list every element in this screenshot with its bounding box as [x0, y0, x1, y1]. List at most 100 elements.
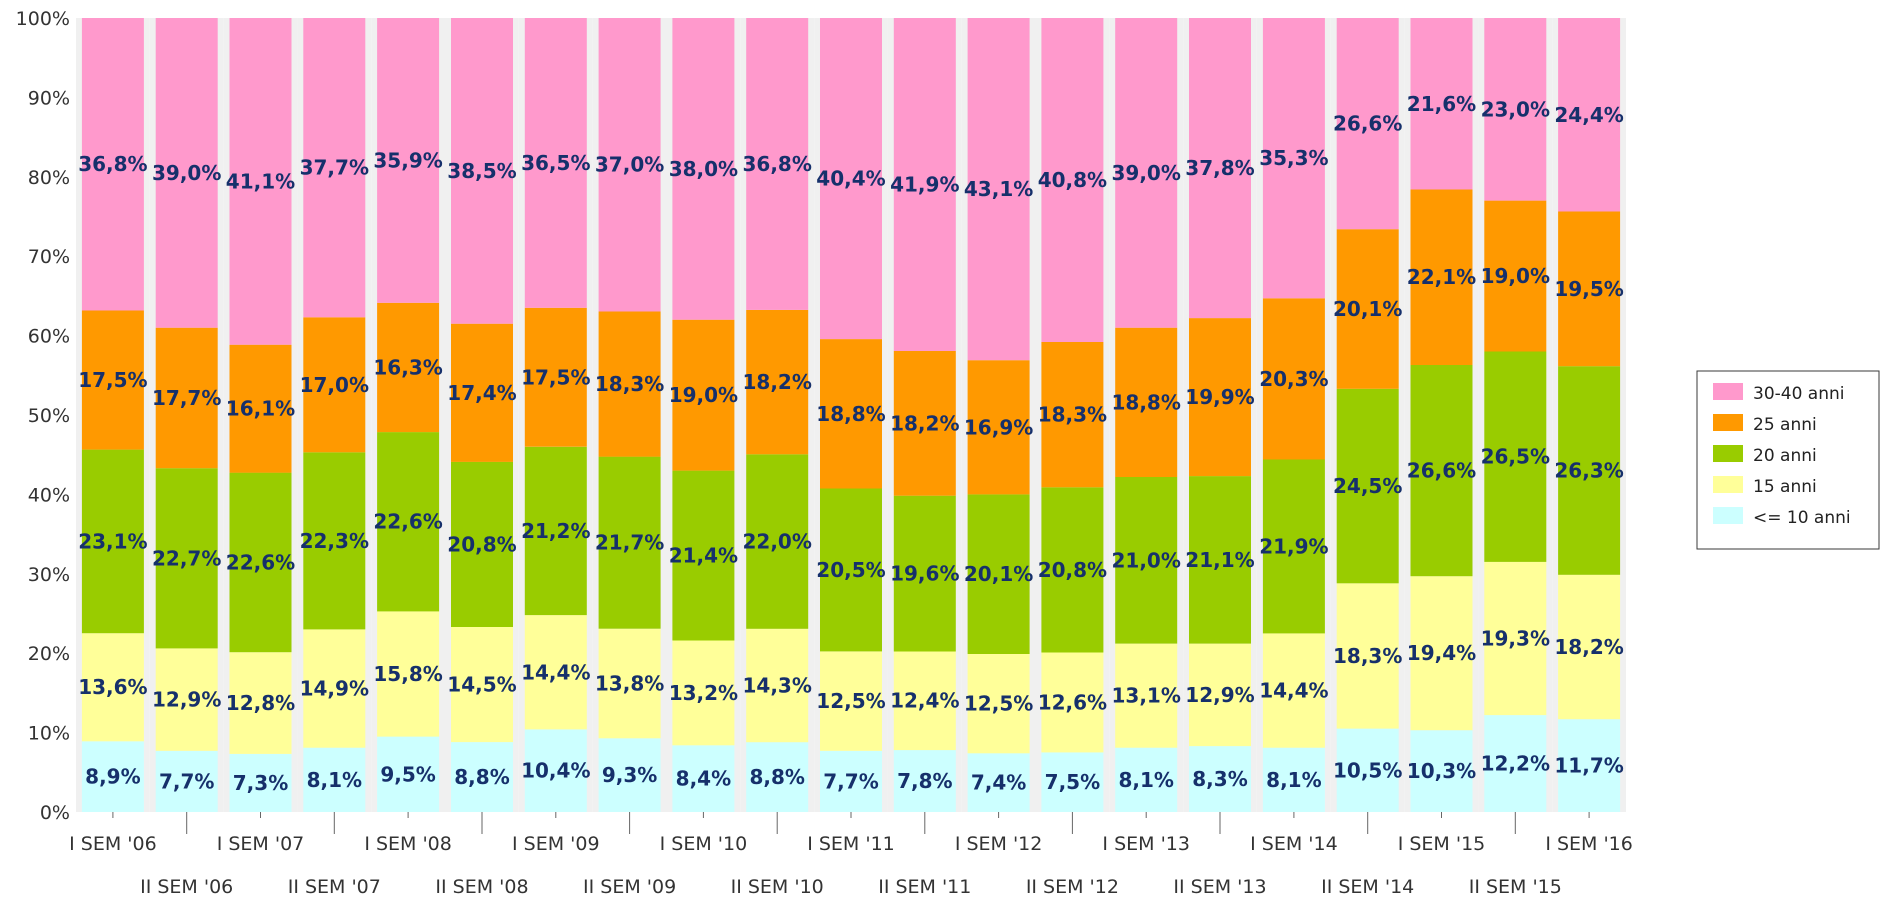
- bar-segment: [303, 747, 366, 812]
- bar-segment: [820, 339, 882, 489]
- data-label: 19,3%: [1481, 627, 1550, 651]
- data-label: 21,1%: [1185, 548, 1254, 572]
- data-label: 20,3%: [1259, 367, 1328, 391]
- bar-segment: [967, 654, 1030, 754]
- bar-segment: [81, 741, 144, 812]
- data-label: 17,7%: [152, 386, 221, 410]
- bar-segment: [1410, 730, 1473, 812]
- data-label: 26,6%: [1333, 112, 1402, 136]
- bar-segment: [451, 742, 513, 812]
- data-label: 16,9%: [964, 415, 1033, 439]
- bar-segment: [1484, 715, 1547, 812]
- x-tick-label: II SEM '07: [288, 876, 381, 898]
- legend-swatch: [1713, 383, 1743, 400]
- bar-segment: [672, 319, 735, 471]
- data-label: 17,5%: [521, 365, 590, 389]
- bar-segment: [81, 310, 144, 450]
- data-label: 20,1%: [1333, 297, 1402, 321]
- bar-segment: [820, 18, 882, 340]
- bar-segment: [746, 628, 809, 743]
- data-label: 7,5%: [1045, 770, 1100, 794]
- bar-segment: [1336, 229, 1399, 389]
- bar-segment: [1558, 211, 1621, 367]
- y-axis: 0% 10% 20% 30% 40% 50% 60% 70% 80% 90% 100%: [16, 8, 70, 824]
- data-label: 17,5%: [78, 368, 147, 392]
- bar-segment: [377, 18, 440, 303]
- bar-segment: [81, 18, 144, 311]
- data-label: 8,8%: [749, 765, 804, 789]
- bar-segment: [1262, 298, 1325, 460]
- data-label: 18,3%: [1038, 403, 1107, 427]
- data-label: 12,5%: [816, 689, 885, 713]
- y-tick-label: 60%: [28, 326, 70, 348]
- x-axis: I SEM '06 II SEM '06 I SEM '07 II SEM '07 I …: [69, 812, 1633, 898]
- bar-segment: [1558, 18, 1621, 212]
- bar-segment: [229, 652, 292, 754]
- bar-segment: [893, 651, 956, 751]
- bar-segment: [1336, 728, 1399, 812]
- data-label: 8,4%: [676, 767, 731, 791]
- data-label: 18,3%: [595, 372, 664, 396]
- data-label: 19,0%: [1481, 264, 1550, 288]
- data-label: 7,8%: [897, 769, 952, 793]
- bar-segment: [672, 640, 735, 746]
- data-label: 18,8%: [816, 402, 885, 426]
- data-label: 12,5%: [964, 692, 1033, 716]
- bar-segment: [893, 18, 956, 351]
- bar-segment: [1336, 18, 1399, 230]
- bar-segment: [377, 302, 440, 433]
- data-label: 21,4%: [669, 544, 738, 568]
- data-label: 13,1%: [1112, 684, 1181, 708]
- bar-segment: [1115, 643, 1178, 748]
- bar-segment: [451, 461, 513, 627]
- bar-segment: [820, 750, 882, 812]
- bar-segment: [1041, 487, 1104, 653]
- bar-segment: [1558, 719, 1621, 812]
- bar-segment: [893, 750, 956, 812]
- data-label: 8,8%: [454, 765, 509, 789]
- bar-segment: [893, 495, 956, 652]
- data-label: 16,3%: [373, 355, 442, 379]
- bar-segment: [155, 750, 218, 812]
- legend-label: 20 anni: [1753, 446, 1817, 466]
- bar-segment: [1410, 18, 1473, 190]
- data-label: 36,8%: [78, 152, 147, 176]
- data-label: 8,1%: [1266, 768, 1321, 792]
- y-tick-label: 100%: [16, 8, 70, 30]
- bar-segment: [746, 454, 809, 629]
- data-label: 21,0%: [1112, 548, 1181, 572]
- data-label: 23,1%: [78, 529, 147, 553]
- data-label: 17,0%: [300, 373, 369, 397]
- bar-segment: [746, 18, 809, 310]
- legend-label: <= 10 anni: [1753, 508, 1851, 528]
- x-tick-label: I SEM '09: [512, 833, 600, 855]
- legend-label: 15 anni: [1753, 477, 1817, 497]
- data-label: 22,0%: [743, 530, 812, 554]
- legend-label: 30-40 anni: [1753, 384, 1845, 404]
- data-label: 22,6%: [226, 550, 295, 574]
- data-label: 18,2%: [743, 370, 812, 394]
- x-tick-label: I SEM '08: [364, 833, 452, 855]
- bar-segment: [1336, 583, 1399, 729]
- bar-segment: [303, 629, 366, 748]
- bar-segment: [451, 18, 513, 324]
- data-label: 12,8%: [226, 691, 295, 715]
- bar-segment: [598, 311, 661, 457]
- data-label: 14,4%: [521, 660, 590, 684]
- bar-segment: [303, 18, 366, 318]
- bar-segment: [524, 446, 587, 616]
- bar-segment: [1410, 365, 1473, 577]
- x-tick-label: I SEM '15: [1398, 833, 1486, 855]
- bar-segment: [598, 628, 661, 739]
- data-label: 41,9%: [890, 173, 959, 197]
- x-tick-label: II SEM '15: [1469, 876, 1562, 898]
- data-label: 12,2%: [1481, 752, 1550, 776]
- data-label: 20,5%: [816, 558, 885, 582]
- bar-segment: [1262, 633, 1325, 748]
- data-label: 35,3%: [1259, 146, 1328, 170]
- data-label: 39,0%: [1112, 161, 1181, 185]
- legend-swatch: [1713, 507, 1743, 524]
- x-tick-label: II SEM '06: [140, 876, 233, 898]
- x-tick-label: I SEM '16: [1545, 833, 1633, 855]
